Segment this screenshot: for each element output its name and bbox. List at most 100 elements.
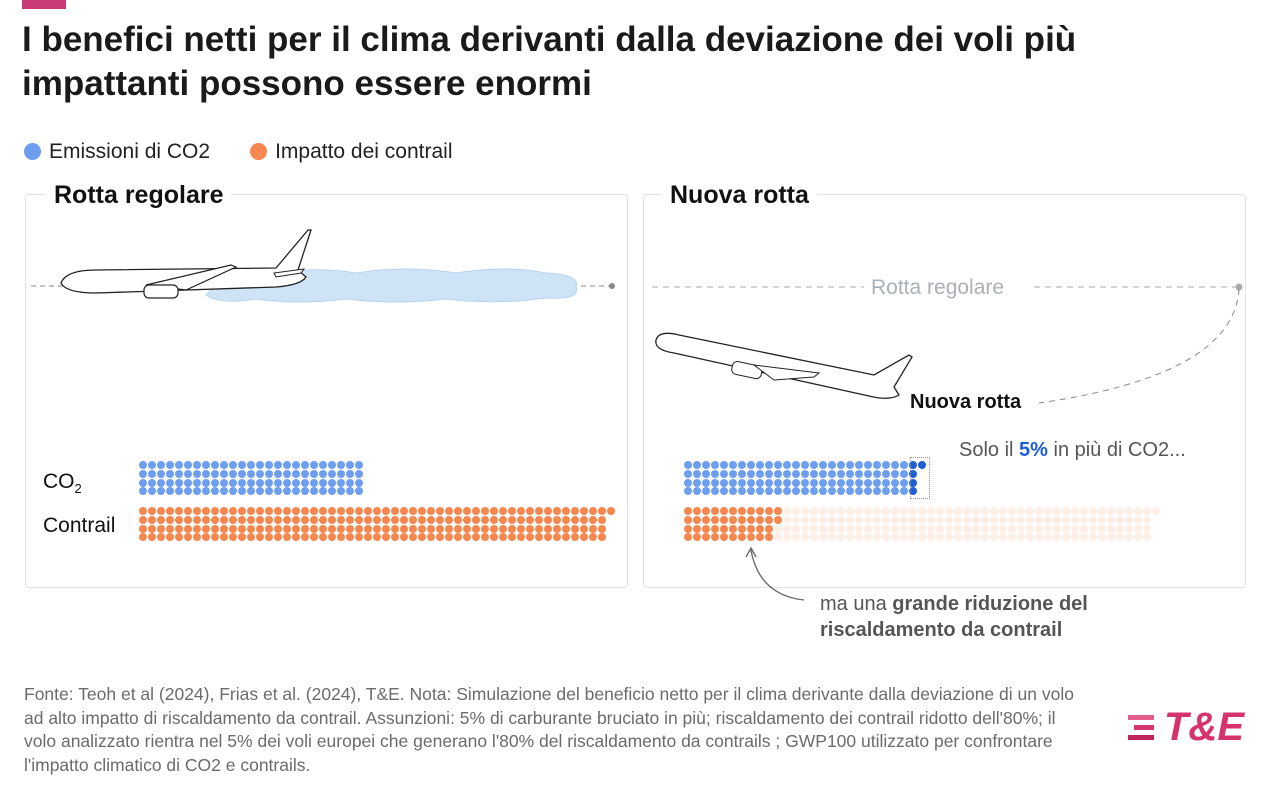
dot — [526, 507, 534, 515]
dot — [175, 507, 183, 515]
dot — [220, 515, 228, 524]
dot — [400, 524, 408, 533]
dot — [247, 524, 255, 533]
dot — [774, 487, 782, 496]
dot — [202, 478, 210, 487]
dot — [319, 515, 327, 524]
dot — [166, 487, 174, 496]
dot — [256, 515, 264, 524]
dot — [1008, 533, 1016, 542]
dot — [193, 515, 201, 524]
dot — [963, 515, 971, 524]
dot — [981, 515, 989, 524]
dot — [747, 524, 755, 533]
dot — [184, 478, 192, 487]
dot — [490, 533, 498, 542]
dot — [999, 533, 1007, 542]
dot — [499, 524, 507, 533]
dot — [828, 487, 836, 496]
contrail-dot-icon — [250, 143, 268, 160]
legend-co2: Emissioni di CO2 — [24, 140, 210, 164]
dot — [792, 533, 800, 542]
dot — [238, 469, 246, 478]
dot — [445, 507, 453, 515]
dot — [481, 507, 489, 515]
dot — [472, 507, 480, 515]
dot — [1053, 524, 1061, 533]
dot — [265, 533, 273, 542]
dot — [328, 487, 336, 496]
dot — [427, 515, 435, 524]
dot — [720, 533, 728, 542]
dot — [693, 461, 701, 469]
source-note: Fonte: Teoh et al (2024), Frias et al. (… — [24, 684, 1074, 775]
dot — [792, 461, 800, 469]
dot — [157, 469, 165, 478]
dot — [328, 461, 336, 469]
dot — [283, 524, 291, 533]
dot — [328, 515, 336, 524]
dot — [535, 515, 543, 524]
dot — [139, 469, 147, 478]
dot — [693, 507, 701, 515]
dot — [846, 524, 854, 533]
dot — [810, 487, 818, 496]
dot — [346, 461, 354, 469]
dot — [337, 478, 345, 487]
dot — [936, 507, 944, 515]
dot — [175, 515, 183, 524]
dot — [571, 515, 579, 524]
dot — [292, 487, 300, 496]
dot — [562, 524, 570, 533]
dot — [882, 533, 890, 542]
panel-title: Rotta regolare — [46, 181, 232, 210]
dot — [517, 507, 525, 515]
dot — [301, 461, 309, 469]
dot — [337, 524, 345, 533]
dot — [855, 524, 863, 533]
dot — [364, 507, 372, 515]
dot — [873, 524, 881, 533]
dot — [481, 524, 489, 533]
dot — [1107, 515, 1115, 524]
dot — [436, 533, 444, 542]
dot — [454, 533, 462, 542]
dot — [184, 487, 192, 496]
dot — [999, 515, 1007, 524]
dot — [801, 507, 809, 515]
dot — [882, 515, 890, 524]
dot — [373, 533, 381, 542]
dot — [148, 469, 156, 478]
dot — [891, 461, 899, 469]
dot — [562, 533, 570, 542]
dot — [292, 469, 300, 478]
dot — [828, 478, 836, 487]
dot — [1008, 515, 1016, 524]
dot — [202, 487, 210, 496]
dot — [229, 515, 237, 524]
dot — [148, 524, 156, 533]
dot — [837, 507, 845, 515]
dot — [589, 507, 597, 515]
dot — [684, 515, 692, 524]
dot — [1089, 524, 1097, 533]
dot — [720, 461, 728, 469]
dot — [382, 533, 390, 542]
dot — [202, 507, 210, 515]
dot — [598, 524, 606, 533]
dot — [580, 524, 588, 533]
dot — [580, 533, 588, 542]
dot — [337, 461, 345, 469]
dot — [1044, 524, 1052, 533]
dot — [238, 515, 246, 524]
dot — [526, 533, 534, 542]
dot — [157, 524, 165, 533]
dot — [918, 461, 926, 469]
dot — [747, 478, 755, 487]
dot — [589, 524, 597, 533]
dot — [1035, 533, 1043, 542]
dot — [1089, 533, 1097, 542]
dot — [328, 469, 336, 478]
dot — [756, 469, 764, 478]
dot — [211, 533, 219, 542]
